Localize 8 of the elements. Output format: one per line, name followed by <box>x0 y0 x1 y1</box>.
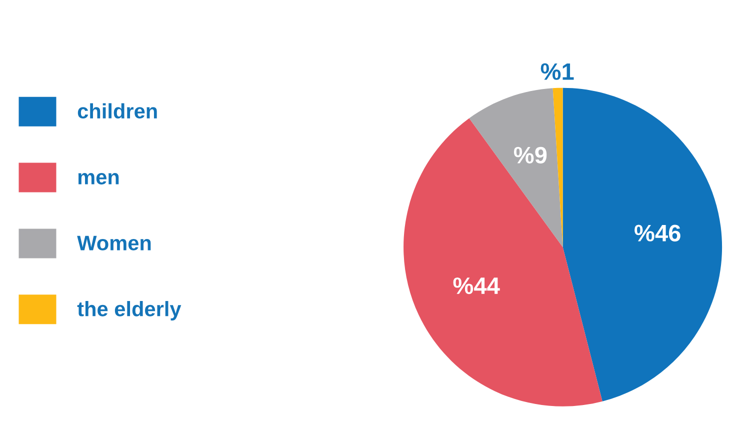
legend-label: men <box>78 173 119 184</box>
legend-label: children <box>78 103 157 119</box>
data-label: %9 <box>514 146 547 164</box>
legend-label: Women <box>77 236 151 250</box>
legend-label: the elderly <box>77 301 182 320</box>
data-label: %44 <box>453 277 500 294</box>
data-label: %46 <box>634 224 680 242</box>
data-label: %1 <box>540 63 574 80</box>
